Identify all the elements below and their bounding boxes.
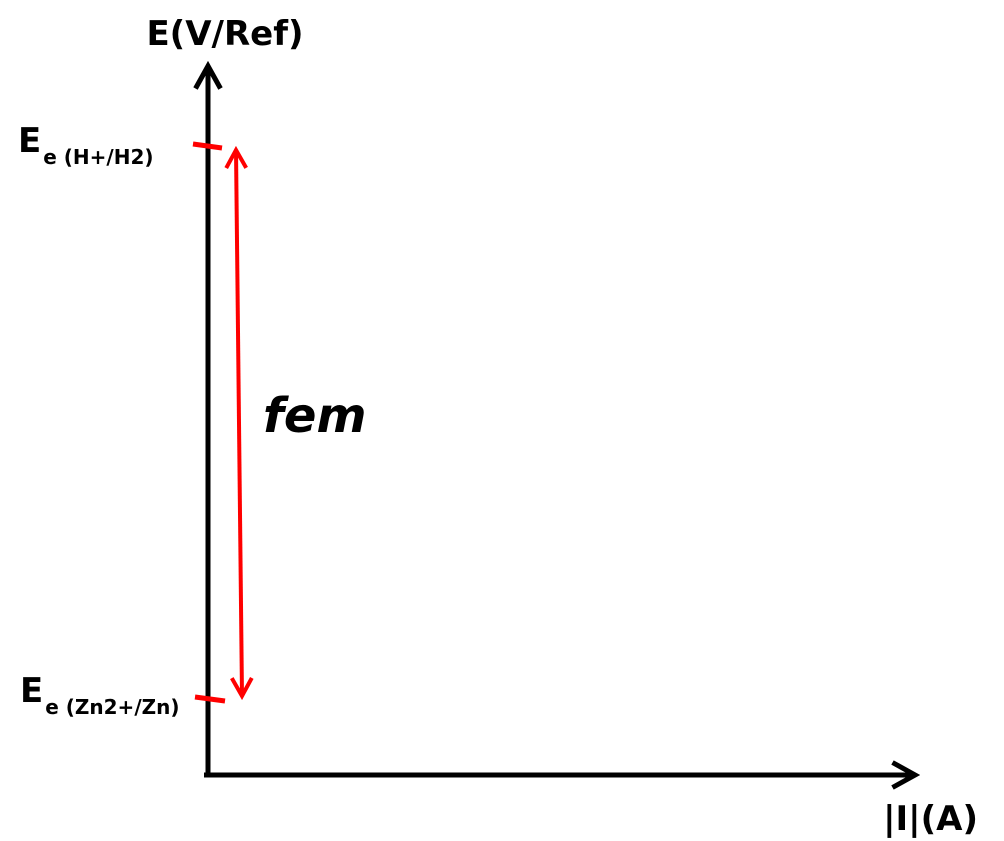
x-axis-label: |I|(A): [883, 799, 978, 839]
level-subscript: e (Zn2+/Zn): [45, 695, 179, 719]
y-axis-label: E(V/Ref): [146, 14, 303, 54]
level-subscript: e (H+/H2): [43, 145, 153, 169]
level-tick: [192, 141, 223, 151]
fem-label: fem: [263, 388, 366, 444]
level-symbol: E: [20, 671, 43, 711]
level-tick: [194, 694, 226, 704]
fem-arrow: [236, 150, 242, 696]
level-symbol: E: [18, 121, 41, 161]
